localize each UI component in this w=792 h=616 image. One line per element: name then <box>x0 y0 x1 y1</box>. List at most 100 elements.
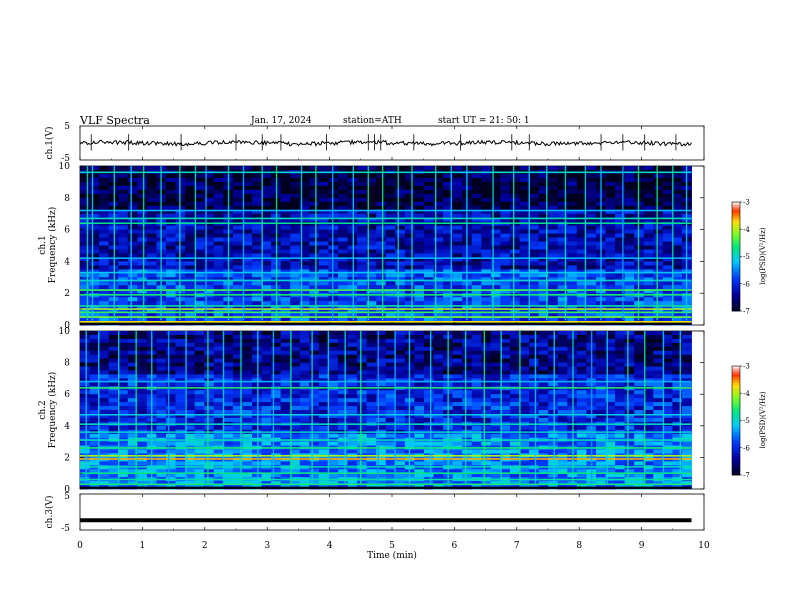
ch2-spec-cell-40-4 <box>462 347 472 351</box>
ch1-spec-cell-12-21 <box>195 249 205 253</box>
ch2-spec-cell-35-7 <box>414 359 424 363</box>
ch2-spec-cell-0-22 <box>80 418 90 422</box>
ch2-spec-cell-8-9 <box>156 367 166 371</box>
ch2-spec-cell-41-22 <box>472 418 482 422</box>
ch2-spec-cell-37-26 <box>434 434 444 438</box>
ch1-spec-cell-50-34 <box>558 301 568 305</box>
ch2-spec-cell-49-24 <box>548 426 558 430</box>
ch1-spec-cell-0-6 <box>80 190 90 194</box>
ch1-spec-cell-16-16 <box>233 230 243 234</box>
ch2-spec-cell-23-2 <box>300 339 310 343</box>
ch2-spec-cell-33-13 <box>395 382 405 386</box>
ch1-spec-cell-0-27 <box>80 273 90 277</box>
ch1-spec-cell-50-0 <box>558 166 568 170</box>
ch1-spec-cell-6-2 <box>137 174 147 178</box>
ch2-spec-cell-50-13 <box>558 382 568 386</box>
ch1-spec-cell-27-5 <box>338 186 348 190</box>
ch2-spec-cell-14-20 <box>214 410 224 414</box>
ch1-spec-cell-34-16 <box>405 230 415 234</box>
ch1-waveform-panel: 5 -5 ch.1(V) <box>44 122 704 164</box>
ch2-spec-cell-19-33 <box>262 461 272 465</box>
ch2-spec-cell-20-30 <box>271 450 281 454</box>
ch2-spec-cell-49-5 <box>548 351 558 355</box>
ch1-spec-cell-35-33 <box>414 297 424 301</box>
ch1-spec-cell-34-6 <box>405 190 415 194</box>
ch1-spec-cell-0-16 <box>80 230 90 234</box>
ch1-spec-cell-21-27 <box>281 273 291 277</box>
ch2-spec-cell-14-17 <box>214 398 224 402</box>
ch2-spec-cell-47-11 <box>529 374 539 378</box>
ch1-spec-cell-29-4 <box>357 182 367 186</box>
ch2-spec-cell-22-1 <box>290 335 300 339</box>
ch1-spec-cell-5-4 <box>128 182 138 186</box>
ch2-spec-cell-27-24 <box>338 426 348 430</box>
ch2-spec-cell-27-11 <box>338 374 348 378</box>
ch1-spec-cell-0-4 <box>80 182 90 186</box>
ch1-spec-cell-34-25 <box>405 265 415 269</box>
ch1-spec-cell-4-8 <box>118 198 128 202</box>
ch1-spec-cell-25-27 <box>319 273 329 277</box>
ch2-spec-cell-18-9 <box>252 367 262 371</box>
ch2-spec-cell-39-33 <box>453 461 463 465</box>
ch2-spec-cell-52-5 <box>577 351 587 355</box>
ch1-cb-cell-20 <box>732 257 740 260</box>
ch2-spec-cell-14-33 <box>214 461 224 465</box>
ch1-spec-cell-2-2 <box>99 174 109 178</box>
ch1-spec-cell-14-34 <box>214 301 224 305</box>
ch1-spec-cell-24-5 <box>309 186 319 190</box>
ch1-spec-cell-32-7 <box>386 194 396 198</box>
ch1-spec-cell-42-16 <box>481 230 491 234</box>
ch1-spec-cell-6-25 <box>137 265 147 269</box>
ch1-spec-cell-24-17 <box>309 234 319 238</box>
ch1-spec-cell-28-10 <box>348 206 358 210</box>
ch2-spec-cell-35-18 <box>414 402 424 406</box>
ch1-spec-cell-62-27 <box>672 273 682 277</box>
ch2-spec-cell-26-6 <box>328 355 338 359</box>
ch1-spec-cell-42-33 <box>481 297 491 301</box>
ch1-spec-cell-5-18 <box>128 238 138 242</box>
ch2-spec-cell-20-2 <box>271 339 281 343</box>
ch1-spec-cell-16-6 <box>233 190 243 194</box>
ch2-spec-cell-45-28 <box>510 442 520 446</box>
ch1-spec-cell-6-24 <box>137 261 147 265</box>
ch2-spec-cell-10-28 <box>176 442 186 446</box>
ch2-spec-cell-43-1 <box>491 335 501 339</box>
ch2-spec-cell-27-28 <box>338 442 348 446</box>
ch1-spec-cell-55-18 <box>606 238 616 242</box>
ch1-spec-cell-9-12 <box>166 214 176 218</box>
ch1-spec-cell-28-20 <box>348 246 358 250</box>
ch2-spec-cell-50-7 <box>558 359 568 363</box>
ch2-spec-cell-9-20 <box>166 410 176 414</box>
ch2-spec-cell-3-30 <box>109 450 119 454</box>
ch2-spec-cell-48-3 <box>539 343 549 347</box>
ch2-spec-cell-6-1 <box>137 335 147 339</box>
ch2-spec-cell-33-7 <box>395 359 405 363</box>
ch1-spec-cell-9-30 <box>166 285 176 289</box>
ch1-spec-cell-61-4 <box>663 182 673 186</box>
ch2-spec-cell-50-15 <box>558 390 568 394</box>
ch1-spec-cell-42-0 <box>481 166 491 170</box>
ch1-spec-cell-14-0 <box>214 166 224 170</box>
ch1-spec-cell-49-2 <box>548 174 558 178</box>
ch2-spec-cell-19-5 <box>262 351 272 355</box>
ch1-spec-cell-42-7 <box>481 194 491 198</box>
ch1-spec-cell-4-6 <box>118 190 128 194</box>
ch2-spec-cell-8-3 <box>156 343 166 347</box>
ch1-spec-cell-51-18 <box>567 238 577 242</box>
ch2-spec-cell-20-8 <box>271 363 281 367</box>
ch2-spec-cell-25-8 <box>319 363 329 367</box>
ch2-spec-cell-19-17 <box>262 398 272 402</box>
ch2-spec-cell-42-22 <box>481 418 491 422</box>
ch2-spec-cell-44-24 <box>500 426 510 430</box>
ch2-spec-cell-10-3 <box>176 343 186 347</box>
ch2-spec-cell-32-2 <box>386 339 396 343</box>
ch1-spec-cell-33-15 <box>395 226 405 230</box>
ch2-spec-cell-19-18 <box>262 402 272 406</box>
ch1-spec-cell-33-7 <box>395 194 405 198</box>
ch1-spec-cell-39-8 <box>453 198 463 202</box>
ch1-spec-cell-50-4 <box>558 182 568 186</box>
ch2-spec-cell-35-3 <box>414 343 424 347</box>
ch1-spec-cell-51-20 <box>567 246 577 250</box>
ch2-spec-cell-35-9 <box>414 367 424 371</box>
ch2-spec-cell-30-5 <box>367 351 377 355</box>
